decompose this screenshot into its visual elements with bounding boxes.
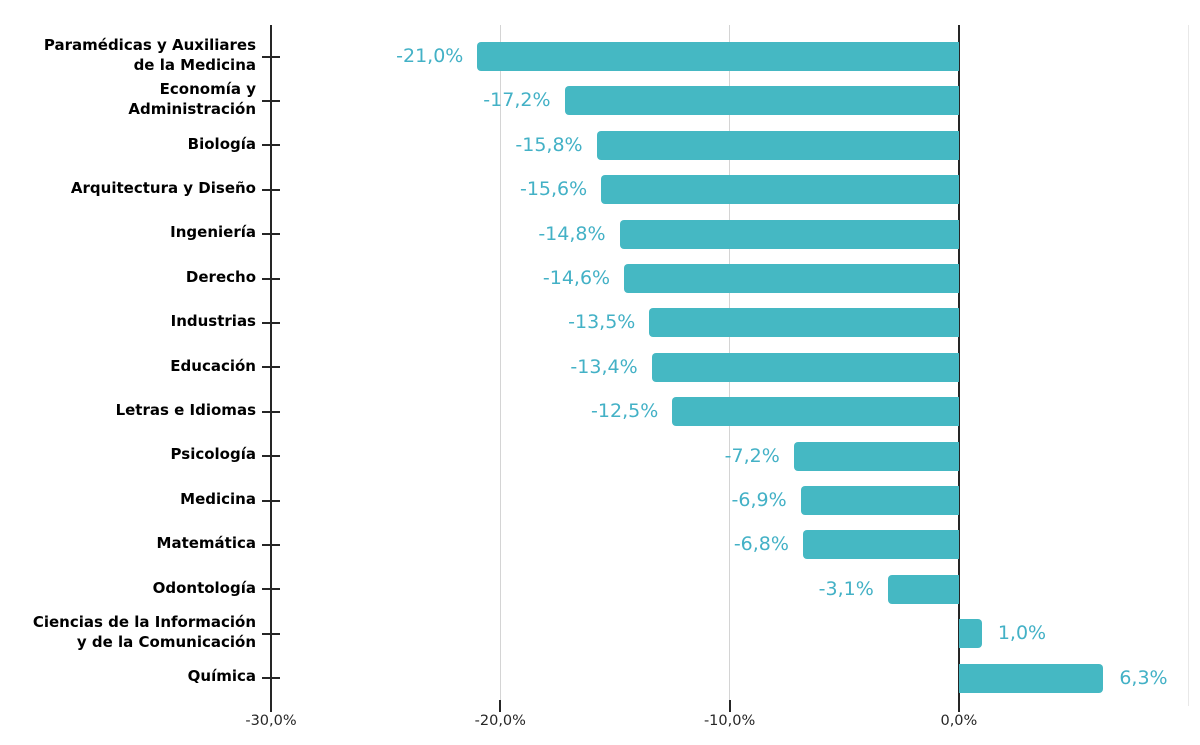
value-label: -6,9%: [731, 489, 787, 511]
category-label-line: Odontología: [152, 578, 256, 597]
bar: [793, 441, 959, 471]
bar: [624, 264, 959, 293]
bar: [672, 397, 959, 427]
value-label: -14,8%: [538, 222, 606, 245]
category-label-line: Ciencias de la Información: [32, 613, 256, 632]
y-axis-tick: [262, 55, 280, 58]
y-axis-tick: [262, 677, 280, 680]
gridline: [499, 25, 501, 706]
category-label: Biología: [0, 135, 256, 155]
x-axis-tick: [270, 700, 272, 712]
category-label-line: Psicología: [170, 445, 256, 464]
x-axis-tick: [957, 700, 960, 712]
y-axis-tick: [262, 366, 280, 369]
y-axis-tick: [262, 588, 280, 591]
value-label: 6,3%: [1119, 666, 1168, 689]
category-label: Química: [0, 667, 256, 687]
y-axis-tick: [262, 188, 280, 191]
y-axis-tick: [262, 99, 280, 102]
value-label: -6,8%: [733, 533, 789, 556]
y-axis-line: [270, 25, 272, 706]
y-axis-tick: [262, 277, 280, 280]
category-label-line: Educación: [170, 356, 256, 375]
value-label: -15,8%: [515, 133, 583, 156]
bar: [649, 308, 959, 338]
y-axis-tick: [262, 632, 280, 635]
category-label-line: Industrias: [170, 312, 256, 331]
bar: [887, 574, 959, 604]
y-axis-tick: [262, 321, 280, 324]
category-label: Letras e Idiomas: [0, 401, 256, 421]
category-label: Paramédicas y Auxiliares de la Medicina: [0, 36, 256, 75]
category-label: Arquitectura y Diseño: [0, 179, 256, 199]
bar: [802, 530, 959, 560]
category-label: Medicina: [0, 490, 256, 510]
x-tick-label: -20,0%: [474, 713, 526, 729]
category-label-line: Matemática: [156, 534, 256, 553]
value-label: -21,0%: [396, 45, 464, 67]
category-label: Ingeniería: [0, 223, 256, 243]
x-tick-label: 0,0%: [940, 713, 978, 729]
x-tick-label: -30,0%: [245, 713, 297, 729]
category-label: Economía y Administración: [0, 80, 256, 119]
gridline: [1187, 25, 1189, 706]
y-axis-tick: [262, 410, 280, 413]
value-label: -3,1%: [818, 577, 874, 600]
bar: [619, 219, 959, 249]
value-label: -17,2%: [483, 89, 551, 112]
category-label-line: Ingeniería: [170, 223, 256, 242]
category-label-line: Paramédicas y Auxiliares: [43, 36, 256, 54]
bar: [477, 42, 959, 71]
y-axis-tick: [262, 455, 280, 458]
bar: [651, 352, 959, 382]
bar: [958, 619, 982, 649]
category-label: Matemática: [0, 534, 256, 554]
x-axis-tick: [728, 700, 731, 712]
bar: [596, 130, 959, 160]
value-label: -15,6%: [519, 178, 588, 201]
category-label: Odontología: [0, 579, 256, 599]
category-label: Derecho: [0, 268, 256, 288]
bar: [601, 175, 959, 205]
value-label: -13,5%: [568, 311, 636, 334]
value-label: -7,2%: [724, 444, 780, 467]
category-label: Industrias: [0, 312, 256, 332]
category-label: Educación: [0, 357, 256, 377]
category-label-line: Biología: [187, 134, 256, 153]
category-label-line: Arquitectura y Diseño: [70, 178, 256, 197]
value-label: 1,0%: [997, 622, 1047, 645]
zero-line: [957, 25, 960, 706]
x-axis-tick: [499, 700, 502, 712]
category-label: Psicología: [0, 445, 256, 465]
category-label-line: Derecho: [185, 267, 256, 286]
bar: [958, 663, 1104, 693]
category-label-line: Medicina: [180, 489, 256, 508]
value-label: -13,4%: [570, 355, 638, 378]
category-label: Ciencias de la Información y de la Comuni…: [0, 613, 256, 652]
category-label-line: Química: [187, 667, 256, 686]
y-axis-tick: [262, 499, 280, 502]
x-tick-label: -10,0%: [703, 713, 756, 729]
bar: [564, 86, 959, 116]
bar: [800, 486, 959, 515]
y-axis-tick: [262, 543, 280, 546]
category-label-line: de la Medicina: [133, 55, 256, 74]
category-label-line: Economía y: [159, 80, 256, 99]
y-axis-tick: [262, 144, 280, 147]
category-label-line: Administración: [128, 99, 256, 118]
category-label-line: Letras e Idiomas: [115, 400, 256, 419]
value-label: -12,5%: [591, 400, 659, 423]
value-label: -14,6%: [542, 267, 611, 289]
category-label-line: y de la Comunicación: [76, 632, 256, 651]
y-axis-tick: [262, 233, 280, 236]
